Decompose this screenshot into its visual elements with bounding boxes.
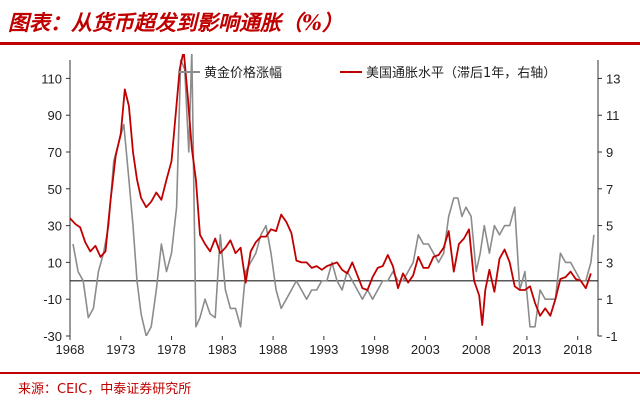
legend: 黄金价格涨幅 美国通胀水平（滞后1年，右轴）: [178, 65, 556, 81]
x-tick-label: 2018: [563, 342, 592, 357]
gold-price-change-line: [72, 54, 595, 336]
x-tick-label: 2008: [462, 342, 491, 357]
right-axis-ticks: 13 11 9 7 5 3 1 -1: [598, 71, 620, 344]
left-tick-label: 10: [48, 255, 62, 270]
x-tick-label: 2003: [411, 342, 440, 357]
page-title: 图表：从货币超发到影响通胀（%）: [8, 10, 343, 35]
source-divider: [0, 372, 640, 374]
legend-label-gold: 黄金价格涨幅: [204, 65, 282, 81]
x-tick-label: 2013: [512, 342, 541, 357]
x-tick-label: 1978: [157, 342, 186, 357]
right-tick-label: 3: [606, 255, 613, 270]
right-tick-label: -1: [606, 329, 618, 344]
right-tick-label: 9: [606, 145, 613, 160]
x-tick-label: 1988: [259, 342, 288, 357]
title-divider: [0, 42, 640, 45]
x-axis-ticks: 1968 1973 1978 1983 1988 1993 1998 2003 2008 2013…: [56, 336, 592, 357]
right-tick-label: 5: [606, 219, 613, 234]
right-tick-label: 1: [606, 292, 613, 307]
x-tick-label: 1998: [360, 342, 389, 357]
left-tick-label: -30: [43, 329, 62, 344]
x-tick-label: 1993: [309, 342, 338, 357]
left-tick-label: 110: [41, 71, 62, 86]
line-chart: 110 90 70 50 30 10 -10 -30 13 11 9 7 5 3 1 -1 1968 1973…: [41, 54, 620, 357]
legend-label-inflation: 美国通胀水平（滞后1年，右轴）: [366, 66, 556, 81]
x-tick-label: 1983: [208, 342, 237, 357]
left-tick-label: 50: [48, 182, 62, 197]
left-tick-label: -10: [43, 292, 62, 307]
us-inflation-line: [70, 54, 592, 326]
x-tick-label: 1968: [56, 342, 85, 357]
left-tick-label: 90: [48, 108, 62, 123]
right-tick-label: 11: [606, 108, 620, 123]
plot-area: [69, 54, 599, 336]
x-tick-label: 1973: [106, 342, 135, 357]
right-tick-label: 13: [606, 71, 620, 86]
left-axis-ticks: 110 90 70 50 30 10 -10 -30: [41, 71, 70, 344]
right-tick-label: 7: [606, 182, 613, 197]
left-tick-label: 70: [48, 145, 62, 160]
source-note: 来源：CEIC，中泰证券研究所: [18, 382, 192, 397]
left-tick-label: 30: [48, 219, 62, 234]
